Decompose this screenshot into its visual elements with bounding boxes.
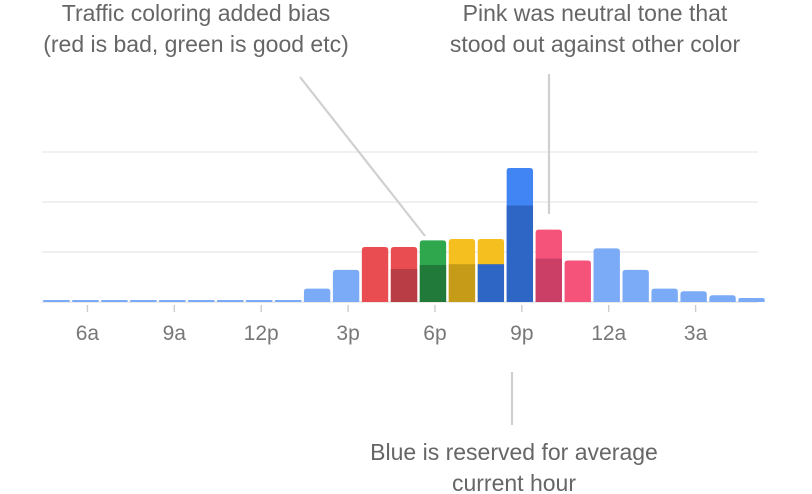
annotation-pink-line1: Pink was neutral tone that bbox=[463, 0, 728, 26]
bar-11a bbox=[217, 300, 244, 302]
bar-overlay-6p bbox=[419, 265, 447, 302]
bar-overlay-9p bbox=[506, 205, 534, 302]
tick-label-3p: 3p bbox=[336, 322, 359, 345]
bar-12p bbox=[246, 300, 273, 302]
bar-9a bbox=[159, 300, 186, 302]
x-axis-ticks: 6a 9a 12p 3p 6p 9p 12a 3a bbox=[76, 305, 708, 345]
bar-8a bbox=[130, 300, 157, 302]
tick-label-12p: 12p bbox=[244, 322, 279, 345]
annotation-blue-line1: Blue is reserved for average bbox=[370, 439, 658, 465]
bar-overlay-8p bbox=[477, 264, 505, 302]
tick-label-3a: 3a bbox=[684, 322, 708, 345]
tick-label-6a: 6a bbox=[76, 322, 100, 345]
annotation-traffic-line2: (red is bad, green is good etc) bbox=[43, 31, 349, 57]
bar-10a bbox=[188, 300, 215, 302]
bar-1a bbox=[622, 269, 649, 302]
bar-2a bbox=[651, 288, 678, 302]
bar-2p bbox=[303, 288, 331, 302]
annotation-blue-line2: current hour bbox=[452, 470, 576, 494]
bar-12a bbox=[593, 248, 620, 302]
tick-label-9p: 9p bbox=[510, 322, 533, 345]
bar-overlay-10p bbox=[535, 258, 562, 302]
annotation-pink-line2: stood out against other color bbox=[450, 31, 741, 57]
tick-label-9a: 9a bbox=[163, 322, 187, 345]
bar-7a bbox=[101, 300, 128, 302]
bar-3a bbox=[680, 291, 707, 302]
tick-label-6p: 6p bbox=[423, 322, 446, 345]
annotation-leader-lines bbox=[299, 74, 551, 425]
leader-traffic bbox=[299, 76, 426, 237]
bars bbox=[43, 168, 765, 302]
bar-4p bbox=[361, 247, 389, 302]
tick-label-12a: 12a bbox=[591, 322, 626, 345]
bar-11p bbox=[564, 260, 591, 302]
bar-5a bbox=[43, 300, 70, 302]
bar-6a bbox=[72, 300, 99, 302]
bar-overlay-7p bbox=[448, 264, 476, 302]
bar-3p bbox=[332, 269, 360, 302]
annotation-traffic-line1: Traffic coloring added bias bbox=[62, 0, 331, 26]
bar-4a bbox=[709, 295, 736, 302]
bar-overlay-5p bbox=[390, 269, 418, 302]
bar-1p bbox=[274, 300, 302, 302]
bar-5a bbox=[738, 297, 765, 302]
